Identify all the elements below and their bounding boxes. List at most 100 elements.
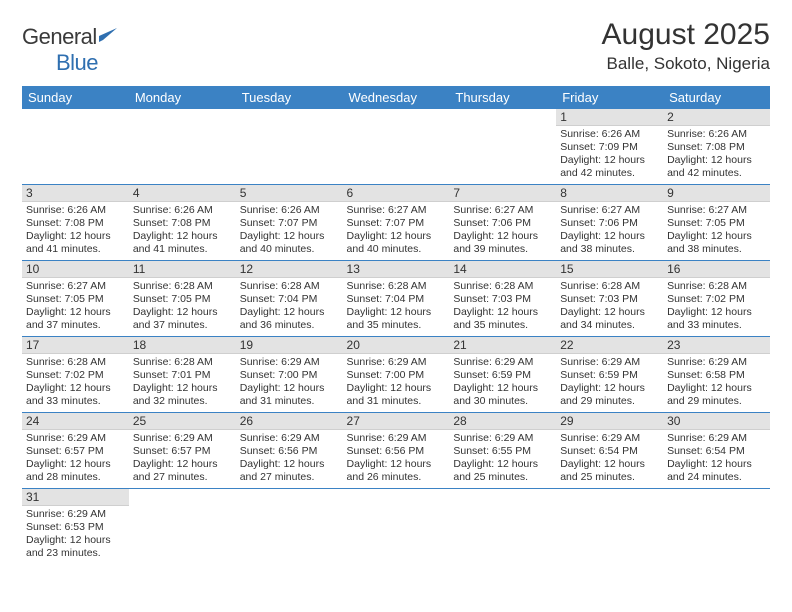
day-number: 2 (663, 109, 770, 126)
weekday-header: Saturday (663, 86, 770, 109)
calendar-cell: 20Sunrise: 6:29 AMSunset: 7:00 PMDayligh… (343, 337, 450, 413)
calendar-cell (343, 489, 450, 565)
weekday-header-row: Sunday Monday Tuesday Wednesday Thursday… (22, 86, 770, 109)
weekday-header: Sunday (22, 86, 129, 109)
day-number: 16 (663, 261, 770, 278)
day-info: Sunrise: 6:26 AMSunset: 7:09 PMDaylight:… (556, 126, 663, 181)
day-info: Sunrise: 6:26 AMSunset: 7:08 PMDaylight:… (129, 202, 236, 257)
day-number: 13 (343, 261, 450, 278)
calendar-cell: 13Sunrise: 6:28 AMSunset: 7:04 PMDayligh… (343, 261, 450, 337)
day-number: 4 (129, 185, 236, 202)
day-info: Sunrise: 6:29 AMSunset: 6:58 PMDaylight:… (663, 354, 770, 409)
header: GeneralBlue August 2025 Balle, Sokoto, N… (22, 18, 770, 76)
day-number: 18 (129, 337, 236, 354)
calendar-cell: 6Sunrise: 6:27 AMSunset: 7:07 PMDaylight… (343, 185, 450, 261)
day-info: Sunrise: 6:28 AMSunset: 7:02 PMDaylight:… (663, 278, 770, 333)
day-info: Sunrise: 6:26 AMSunset: 7:07 PMDaylight:… (236, 202, 343, 257)
day-number: 8 (556, 185, 663, 202)
day-number: 9 (663, 185, 770, 202)
calendar-cell (129, 489, 236, 565)
day-info: Sunrise: 6:26 AMSunset: 7:08 PMDaylight:… (663, 126, 770, 181)
calendar-cell: 26Sunrise: 6:29 AMSunset: 6:56 PMDayligh… (236, 413, 343, 489)
calendar-cell (129, 109, 236, 185)
calendar-cell (343, 109, 450, 185)
day-info: Sunrise: 6:29 AMSunset: 6:57 PMDaylight:… (129, 430, 236, 485)
logo: GeneralBlue (22, 24, 121, 76)
day-number: 24 (22, 413, 129, 430)
calendar-cell: 5Sunrise: 6:26 AMSunset: 7:07 PMDaylight… (236, 185, 343, 261)
calendar-cell: 25Sunrise: 6:29 AMSunset: 6:57 PMDayligh… (129, 413, 236, 489)
day-info: Sunrise: 6:28 AMSunset: 7:05 PMDaylight:… (129, 278, 236, 333)
day-number: 31 (22, 489, 129, 506)
calendar-cell: 14Sunrise: 6:28 AMSunset: 7:03 PMDayligh… (449, 261, 556, 337)
calendar-table: Sunday Monday Tuesday Wednesday Thursday… (22, 86, 770, 565)
calendar-cell (236, 109, 343, 185)
calendar-row: 17Sunrise: 6:28 AMSunset: 7:02 PMDayligh… (22, 337, 770, 413)
calendar-cell: 16Sunrise: 6:28 AMSunset: 7:02 PMDayligh… (663, 261, 770, 337)
day-number: 20 (343, 337, 450, 354)
flag-icon (99, 24, 121, 49)
day-number: 15 (556, 261, 663, 278)
calendar-cell: 1Sunrise: 6:26 AMSunset: 7:09 PMDaylight… (556, 109, 663, 185)
day-info: Sunrise: 6:26 AMSunset: 7:08 PMDaylight:… (22, 202, 129, 257)
calendar-page: GeneralBlue August 2025 Balle, Sokoto, N… (0, 0, 792, 565)
weekday-header: Monday (129, 86, 236, 109)
calendar-cell: 17Sunrise: 6:28 AMSunset: 7:02 PMDayligh… (22, 337, 129, 413)
day-number: 28 (449, 413, 556, 430)
calendar-cell: 11Sunrise: 6:28 AMSunset: 7:05 PMDayligh… (129, 261, 236, 337)
logo-text-general: General (22, 24, 97, 49)
day-number: 11 (129, 261, 236, 278)
day-info: Sunrise: 6:29 AMSunset: 6:54 PMDaylight:… (663, 430, 770, 485)
day-number: 27 (343, 413, 450, 430)
calendar-cell: 4Sunrise: 6:26 AMSunset: 7:08 PMDaylight… (129, 185, 236, 261)
day-info: Sunrise: 6:27 AMSunset: 7:07 PMDaylight:… (343, 202, 450, 257)
calendar-row: 24Sunrise: 6:29 AMSunset: 6:57 PMDayligh… (22, 413, 770, 489)
calendar-cell: 9Sunrise: 6:27 AMSunset: 7:05 PMDaylight… (663, 185, 770, 261)
day-info: Sunrise: 6:27 AMSunset: 7:06 PMDaylight:… (556, 202, 663, 257)
day-number: 3 (22, 185, 129, 202)
calendar-cell (663, 489, 770, 565)
day-info: Sunrise: 6:28 AMSunset: 7:01 PMDaylight:… (129, 354, 236, 409)
calendar-row: 1Sunrise: 6:26 AMSunset: 7:09 PMDaylight… (22, 109, 770, 185)
calendar-cell: 23Sunrise: 6:29 AMSunset: 6:58 PMDayligh… (663, 337, 770, 413)
weekday-header: Thursday (449, 86, 556, 109)
day-number: 5 (236, 185, 343, 202)
calendar-cell: 29Sunrise: 6:29 AMSunset: 6:54 PMDayligh… (556, 413, 663, 489)
calendar-cell: 24Sunrise: 6:29 AMSunset: 6:57 PMDayligh… (22, 413, 129, 489)
month-title: August 2025 (602, 18, 770, 52)
calendar-cell (22, 109, 129, 185)
calendar-body: 1Sunrise: 6:26 AMSunset: 7:09 PMDaylight… (22, 109, 770, 565)
day-number: 6 (343, 185, 450, 202)
day-number: 30 (663, 413, 770, 430)
calendar-cell: 27Sunrise: 6:29 AMSunset: 6:56 PMDayligh… (343, 413, 450, 489)
calendar-cell: 22Sunrise: 6:29 AMSunset: 6:59 PMDayligh… (556, 337, 663, 413)
calendar-cell: 8Sunrise: 6:27 AMSunset: 7:06 PMDaylight… (556, 185, 663, 261)
day-info: Sunrise: 6:29 AMSunset: 6:57 PMDaylight:… (22, 430, 129, 485)
calendar-row: 31Sunrise: 6:29 AMSunset: 6:53 PMDayligh… (22, 489, 770, 565)
day-info: Sunrise: 6:28 AMSunset: 7:04 PMDaylight:… (236, 278, 343, 333)
logo-text-blue: Blue (56, 50, 98, 75)
day-number: 21 (449, 337, 556, 354)
day-info: Sunrise: 6:29 AMSunset: 7:00 PMDaylight:… (236, 354, 343, 409)
calendar-cell: 28Sunrise: 6:29 AMSunset: 6:55 PMDayligh… (449, 413, 556, 489)
calendar-cell (236, 489, 343, 565)
day-info: Sunrise: 6:29 AMSunset: 6:55 PMDaylight:… (449, 430, 556, 485)
logo-text: GeneralBlue (22, 24, 121, 76)
calendar-cell: 15Sunrise: 6:28 AMSunset: 7:03 PMDayligh… (556, 261, 663, 337)
calendar-cell: 10Sunrise: 6:27 AMSunset: 7:05 PMDayligh… (22, 261, 129, 337)
calendar-cell: 21Sunrise: 6:29 AMSunset: 6:59 PMDayligh… (449, 337, 556, 413)
day-info: Sunrise: 6:27 AMSunset: 7:05 PMDaylight:… (22, 278, 129, 333)
calendar-cell (449, 489, 556, 565)
weekday-header: Wednesday (343, 86, 450, 109)
day-info: Sunrise: 6:28 AMSunset: 7:03 PMDaylight:… (556, 278, 663, 333)
day-number: 26 (236, 413, 343, 430)
day-info: Sunrise: 6:28 AMSunset: 7:02 PMDaylight:… (22, 354, 129, 409)
calendar-cell (556, 489, 663, 565)
day-number: 10 (22, 261, 129, 278)
calendar-cell: 18Sunrise: 6:28 AMSunset: 7:01 PMDayligh… (129, 337, 236, 413)
calendar-cell: 31Sunrise: 6:29 AMSunset: 6:53 PMDayligh… (22, 489, 129, 565)
weekday-header: Tuesday (236, 86, 343, 109)
day-number: 25 (129, 413, 236, 430)
day-number: 12 (236, 261, 343, 278)
day-number: 17 (22, 337, 129, 354)
